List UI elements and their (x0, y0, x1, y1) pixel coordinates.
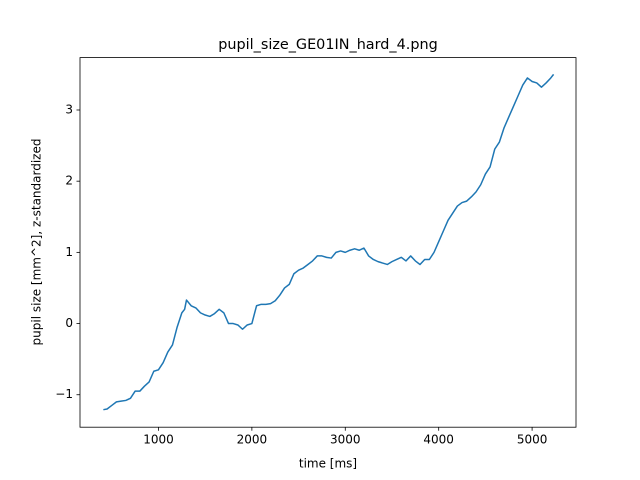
y-tick-label: 2 (65, 174, 73, 188)
y-tick-label: 1 (65, 245, 73, 259)
x-tick-label: 2000 (237, 433, 268, 447)
y-tick-label: 3 (65, 102, 73, 116)
y-axis-label: pupil size [mm^2], z-standardized (30, 139, 44, 346)
y-tick-label: −1 (55, 387, 73, 401)
x-axis-label: time [ms] (299, 457, 357, 471)
axes-frame (79, 57, 577, 428)
x-tick-label: 5000 (517, 433, 548, 447)
chart-title: pupil_size_GE01IN_hard_4.png (218, 37, 438, 53)
y-tick-label: 0 (65, 316, 73, 330)
data-line (103, 73, 555, 411)
x-tick-label: 3000 (330, 433, 361, 447)
x-tick-label: 4000 (423, 433, 454, 447)
x-tick-label: 1000 (143, 433, 174, 447)
